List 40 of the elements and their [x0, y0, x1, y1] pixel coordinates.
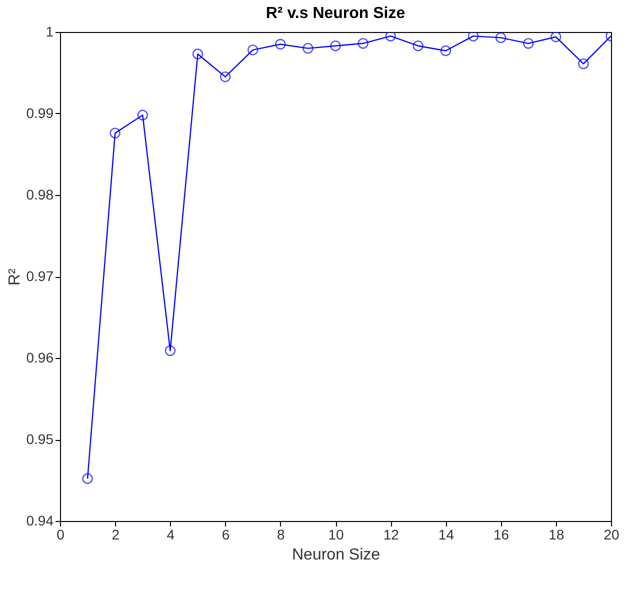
point	[412, 40, 424, 52]
point	[220, 71, 231, 82]
x-tick-label: 8	[277, 526, 285, 542]
y-tick-label: 1	[46, 24, 54, 40]
y-tick-label: 0.94	[26, 512, 54, 528]
point	[137, 110, 148, 120]
x-tick-label: 20	[604, 526, 620, 542]
point	[440, 45, 452, 56]
point	[164, 345, 176, 356]
y-axis-title: R²	[6, 268, 24, 286]
point	[82, 473, 93, 484]
point	[578, 58, 589, 70]
x-axis-title: Neuron Size	[292, 546, 380, 564]
point	[275, 38, 286, 50]
chart-title: R² v.s Neuron Size	[266, 5, 406, 22]
point	[330, 40, 341, 52]
x-tick-label: 16	[494, 526, 510, 542]
point	[523, 38, 534, 49]
y-tick-label: 0.98	[26, 186, 54, 202]
point	[358, 38, 368, 49]
x-tick-label: 18	[548, 526, 564, 542]
x-tick-label: 4	[166, 526, 175, 542]
y-tick-label: 0.99	[26, 105, 54, 121]
point	[550, 32, 562, 42]
y-tick-label: 0.96	[26, 350, 54, 366]
point	[468, 32, 479, 42]
x-tick-label: 6	[222, 526, 230, 542]
x-tick-label: 12	[383, 526, 400, 542]
point	[192, 48, 204, 60]
point	[302, 42, 314, 54]
x-tick-label: 0	[56, 526, 65, 542]
point	[385, 32, 396, 42]
x-tick-label: 10	[328, 526, 344, 542]
x-tick-label: 14	[438, 526, 454, 542]
y-tick-label: 0.97	[26, 268, 54, 284]
point	[248, 44, 258, 56]
x-tick-label: 2	[112, 526, 120, 542]
y-tick-label: 0.95	[26, 431, 54, 447]
point	[110, 128, 120, 138]
point	[495, 32, 506, 44]
